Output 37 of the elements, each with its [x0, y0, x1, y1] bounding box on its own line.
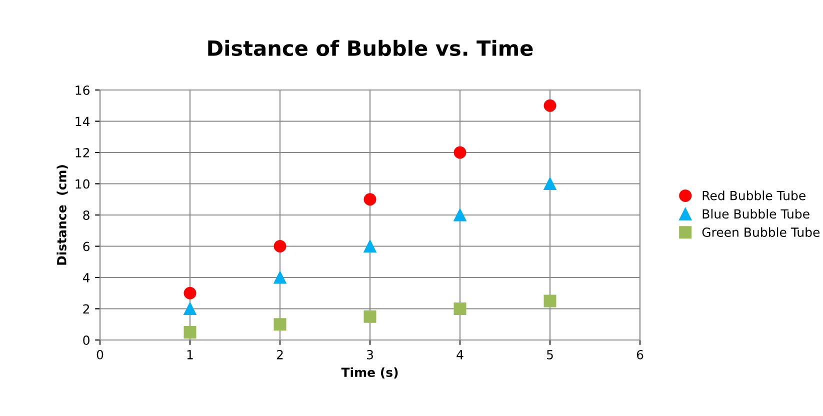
legend-label: Red Bubble Tube	[702, 190, 806, 200]
point	[184, 326, 196, 338]
y-axis-title: Distance (cm)	[56, 165, 68, 265]
y-tick-label: 8	[83, 210, 90, 220]
x-tick-label: 2	[276, 350, 283, 360]
point	[544, 294, 556, 308]
y-tick-label: 10	[76, 179, 90, 189]
y-tick-label: 0	[83, 335, 90, 345]
y-tick-label: 2	[83, 304, 90, 314]
y-tick-label: 6	[83, 242, 90, 252]
point	[274, 318, 286, 331]
point	[364, 240, 376, 252]
point	[454, 146, 466, 159]
point	[364, 193, 376, 206]
y-tick-label: 14	[76, 116, 90, 126]
legend-label: Blue Bubble Tube	[702, 208, 810, 219]
y-tick-label: 16	[76, 85, 90, 95]
point	[274, 271, 286, 284]
chart-title: Distance of Bubble vs. Time	[208, 40, 533, 56]
x-tick-label: 4	[456, 350, 464, 360]
point	[544, 99, 556, 112]
point	[454, 208, 466, 222]
x-axis-title: Time (s)	[341, 367, 398, 379]
x-tick-label: 0	[96, 350, 104, 360]
point	[184, 302, 196, 315]
point	[454, 302, 466, 315]
x-tick-label: 1	[187, 350, 193, 360]
x-tick-label: 5	[546, 350, 553, 360]
x-tick-label: 3	[366, 350, 373, 360]
point	[184, 286, 196, 300]
x-tick-label: 6	[636, 350, 644, 360]
point	[274, 240, 286, 252]
point	[364, 310, 376, 323]
legend-label: Green Bubble Tube	[702, 227, 820, 237]
y-tick-label: 4	[82, 273, 90, 282]
point	[544, 178, 556, 190]
y-tick-label: 12	[76, 148, 90, 158]
